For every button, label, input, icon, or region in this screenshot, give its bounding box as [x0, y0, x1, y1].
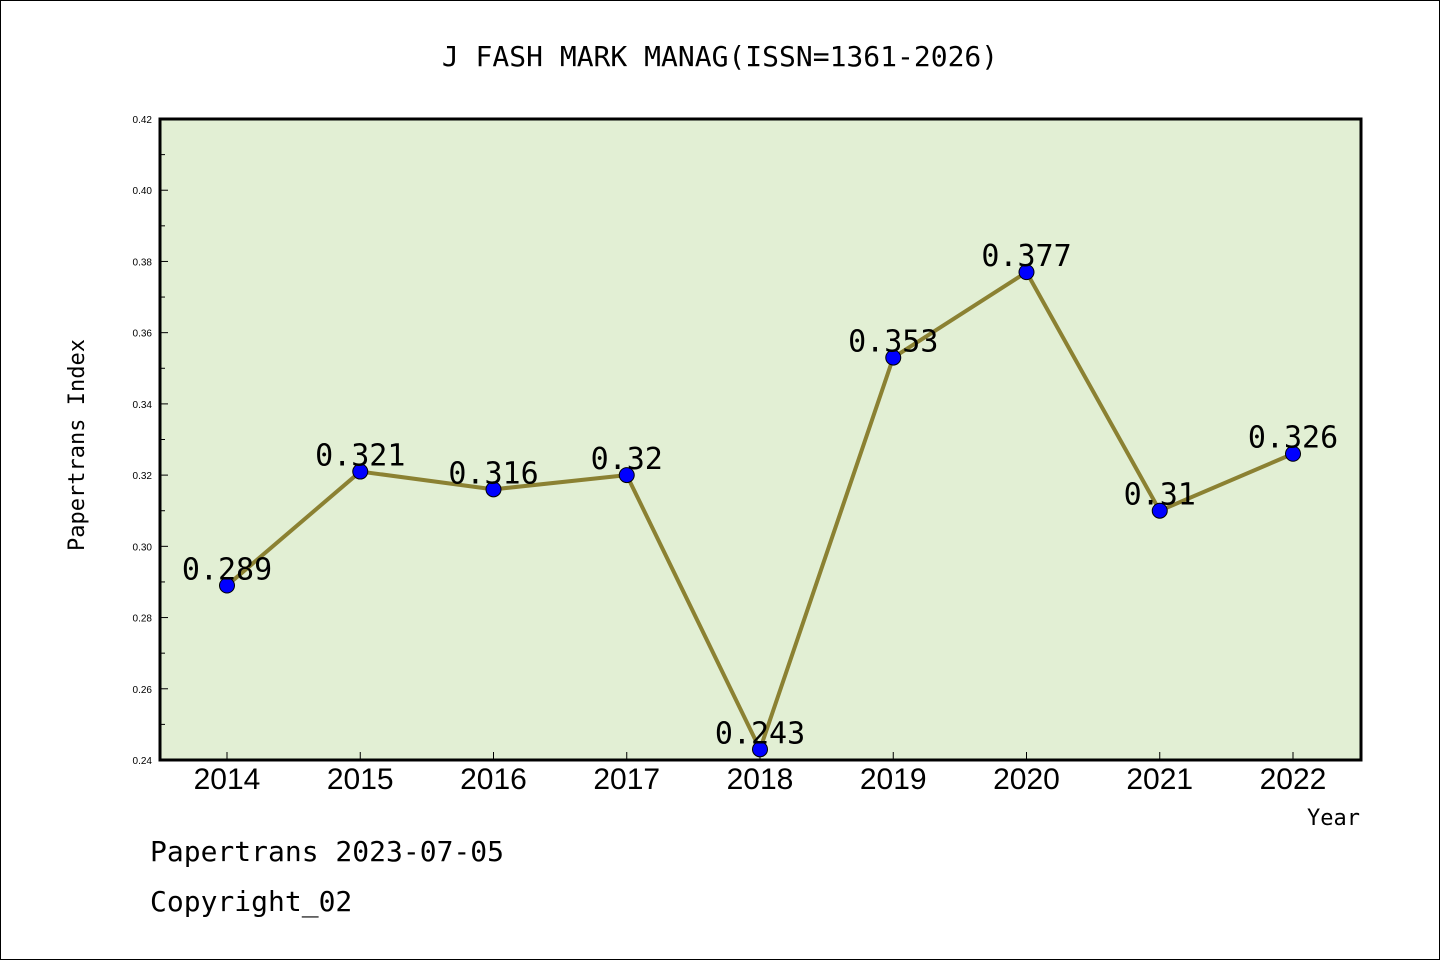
y-tick-label: 0.40: [133, 186, 153, 197]
data-label: 0.32: [591, 442, 663, 477]
data-label: 0.316: [448, 456, 538, 491]
data-point: [1151, 502, 1168, 519]
x-tick-label: 2019: [860, 763, 927, 796]
data-label: 0.353: [848, 325, 938, 360]
data-point: [618, 467, 635, 484]
plot-area: [158, 117, 1363, 762]
y-tick-label: 0.24: [133, 756, 153, 767]
y-axis: 0.24 0.26 0.28 0.30 0.32 0.34 0.36 0.38 0.40 0.42: [133, 115, 168, 767]
data-labels: 0.289 0.321 0.316 0.32 0.243 0.353 0.377 0.31 0.…: [182, 239, 1338, 751]
data-point: [1018, 264, 1035, 281]
data-label: 0.377: [981, 239, 1071, 274]
x-tick-label: 2014: [194, 763, 261, 796]
data-point: [219, 577, 235, 594]
y-tick-label: 0.36: [133, 329, 153, 340]
chart-title: J FASH MARK MANAG(ISSN=1361-2026): [442, 40, 998, 73]
y-tick-label: 0.30: [133, 542, 153, 553]
data-point: [752, 741, 768, 758]
x-tick-label: 2022: [1260, 763, 1327, 796]
x-tick-label: 2020: [993, 763, 1060, 796]
y-tick-label: 0.28: [133, 614, 153, 625]
x-tick-label: 2021: [1126, 763, 1193, 796]
footer-copyright: Copyright_02: [150, 885, 353, 918]
footer-date: Papertrans 2023-07-05: [150, 835, 505, 868]
data-label: 0.326: [1248, 421, 1338, 456]
y-tick-label: 0.32: [133, 471, 153, 482]
data-point: [1285, 445, 1301, 462]
y-tick-label: 0.34: [133, 400, 153, 411]
data-point: [885, 349, 902, 366]
x-axis-label: Year: [1307, 806, 1360, 831]
x-tick-label: 2017: [593, 763, 660, 796]
y-tick-label: 0.42: [133, 115, 153, 126]
data-point: [485, 481, 502, 498]
data-markers: [219, 264, 1301, 758]
data-point: [352, 463, 369, 480]
x-tick-label: 2016: [460, 763, 527, 796]
y-tick-label: 0.38: [133, 257, 153, 268]
x-tick-label: 2018: [727, 763, 794, 796]
data-label: 0.289: [182, 553, 272, 588]
y-tick-label: 0.26: [133, 685, 153, 696]
data-label: 0.31: [1124, 478, 1196, 513]
y-axis-label: Papertrans Index: [65, 339, 90, 551]
data-label: 0.321: [315, 439, 405, 474]
x-tick-label: 2015: [327, 763, 394, 796]
data-label: 0.243: [715, 716, 805, 751]
x-axis: 2014 2015 2016 2017 2018 2019 2020 2021 2022: [194, 752, 1327, 796]
